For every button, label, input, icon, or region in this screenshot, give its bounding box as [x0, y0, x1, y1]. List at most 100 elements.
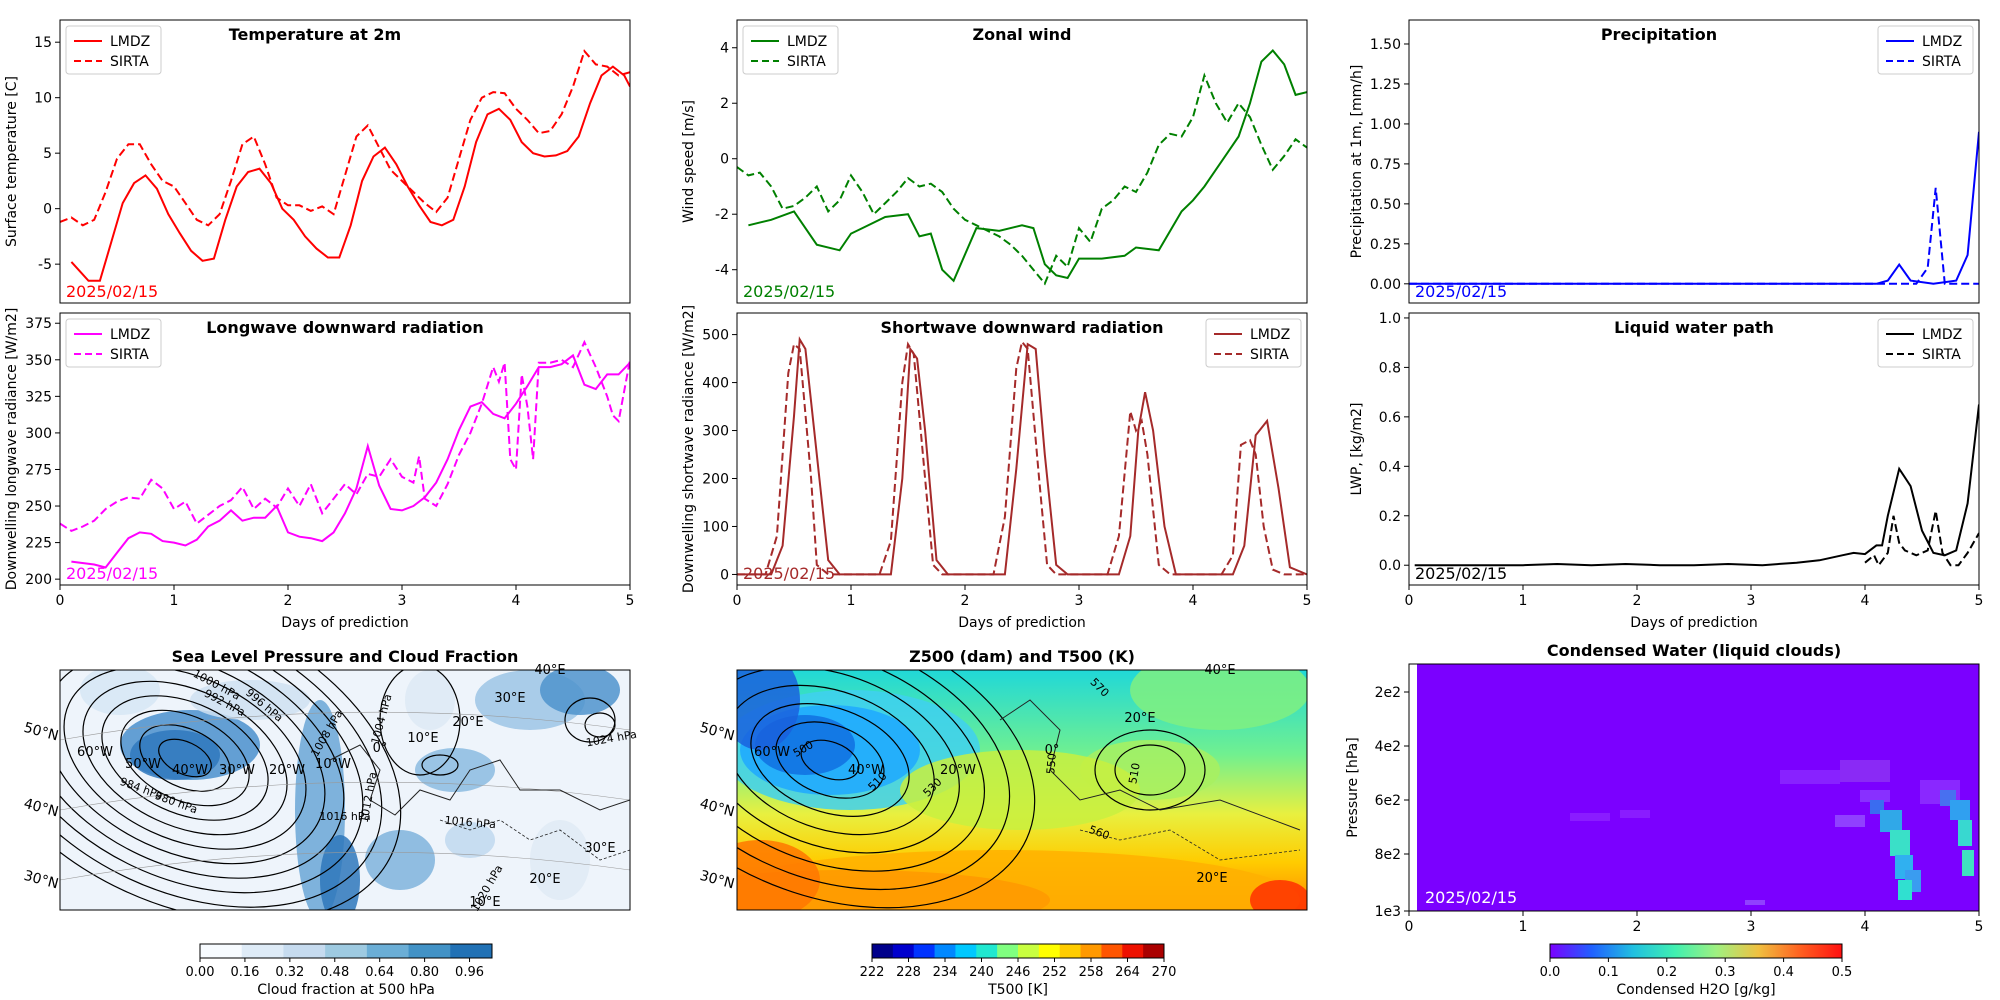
contour-label: 510: [1126, 762, 1142, 785]
heatmap-cell: [1840, 760, 1890, 782]
x-tick-label: 2: [1633, 593, 1642, 609]
series-sirta-line: [60, 49, 630, 227]
x-tick-label: 1: [170, 593, 179, 609]
y-tick-label: 1.0: [1379, 311, 1401, 327]
legend-entry: LMDZ: [110, 327, 150, 343]
colorbar: [199, 943, 493, 959]
heatmap-cell: [1898, 880, 1912, 900]
cloud-area: [130, 730, 220, 780]
lon-label: 40°W: [172, 763, 208, 778]
isobar: [421, 754, 459, 776]
x-tick-label: 3: [1075, 593, 1084, 609]
lon-label: 20°E: [452, 715, 483, 730]
y-tick-label: 375: [25, 316, 52, 332]
cbar-tick-label: 234: [933, 965, 958, 980]
cbar-tick-label: 264: [1115, 965, 1140, 980]
y-tick-label: 275: [25, 462, 52, 478]
chart-title: Sea Level Pressure and Cloud Fraction: [172, 647, 519, 666]
isobar-label: 1016 hPa: [444, 814, 496, 831]
y-tick-label: 15: [34, 35, 52, 51]
x-tick-label: 1: [847, 593, 856, 609]
y-tick-label: 1.00: [1370, 117, 1401, 133]
height-contour: [737, 670, 960, 854]
chart-title: Liquid water path: [1614, 318, 1774, 337]
lon-label: 60°W: [754, 745, 790, 760]
date-label: 2025/02/15: [1415, 282, 1507, 301]
coastline: [999, 699, 1301, 831]
colorbar-segment: [325, 944, 368, 958]
legend: LMDZ SIRTA: [1205, 318, 1302, 368]
height-contour: [737, 684, 935, 836]
series-lmdz-line: [1409, 131, 1979, 285]
x-tick-label: 0: [1405, 919, 1414, 935]
height-contour: [1114, 744, 1186, 796]
series-lmdz-line: [71, 353, 630, 569]
temperature-field: [737, 670, 800, 750]
isobar-label: 1016 hPa: [319, 810, 370, 823]
y-tick-label: 0.8: [1379, 360, 1401, 376]
isobar: [379, 670, 461, 776]
temperature-field: [737, 840, 820, 910]
cbar-label: Cloud fraction at 500 hPa: [257, 982, 435, 998]
map-content: [737, 670, 1307, 910]
legend-entry: LMDZ: [1922, 327, 1962, 343]
y-tick-label: 4e2: [1375, 739, 1401, 755]
series-lmdz-line: [70, 65, 630, 282]
cbar-tick-label: 228: [896, 965, 921, 980]
heatmap-cell: [1620, 810, 1650, 818]
y-tick-label: 0: [720, 567, 729, 583]
cbar-tick-label: 0.16: [230, 965, 259, 980]
height-contour: [737, 670, 1011, 891]
graticule-line: [60, 711, 630, 741]
y-tick-label: 400: [702, 376, 729, 392]
lon-label: 0°: [373, 741, 388, 756]
panel-z500: Z500 (dam) and T500 (K) 50°N 40°N 30°N 60°W 4…: [698, 647, 1308, 998]
y-tick-label: 250: [25, 499, 52, 515]
colorbar-segment: [955, 944, 977, 958]
colorbar-segment: [892, 944, 915, 958]
colorbar-segment: [241, 944, 284, 958]
graticule-line: [60, 851, 630, 881]
cbar-tick-label: 0.0: [1540, 965, 1561, 980]
isobar: [63, 670, 307, 850]
panel-lw: 200 225 250 275 300 325 350 375 0 1 2 3 4 5 Days of pr…: [4, 308, 634, 631]
temperature-field: [1250, 880, 1307, 910]
series-lmdz-line: [737, 336, 1307, 576]
lon-label: 40°E: [1204, 663, 1235, 678]
legend-entry: SIRTA: [110, 54, 149, 70]
cbar-label: T500 [K]: [987, 982, 1048, 998]
cbar-tick-label: 0.1: [1598, 965, 1619, 980]
cbar-tick-label: 240: [969, 965, 994, 980]
y-tick-label: 1.25: [1370, 77, 1401, 93]
date-label: 2025/02/15: [66, 564, 158, 583]
height-contour: [737, 670, 1036, 909]
legend-entry: SIRTA: [1250, 347, 1289, 363]
map-frame: [736, 669, 1308, 911]
map-content: [60, 670, 630, 910]
date-label: 2025/02/15: [66, 282, 158, 301]
cloud-area: [365, 830, 435, 890]
y-tick-label: 6e2: [1375, 793, 1401, 809]
cloud-area: [405, 670, 455, 730]
y-tick-label: 1e3: [1375, 904, 1401, 920]
x-tick-label: 3: [1747, 919, 1756, 935]
y-tick-label: 350: [25, 353, 52, 369]
y-tick-label: 0.75: [1370, 157, 1401, 173]
y-tick-label: 100: [702, 519, 729, 535]
isobar: [139, 724, 231, 792]
cbar-tick-label: 222: [860, 965, 885, 980]
y-tick-label: 0.6: [1379, 410, 1401, 426]
legend-entry: SIRTA: [1922, 347, 1961, 363]
heatmap-cell: [1962, 850, 1974, 876]
y-tick-label: 2e2: [1375, 685, 1401, 701]
colorbar-segment: [450, 944, 493, 958]
x-tick-label: 4: [512, 593, 521, 609]
temperature-field: [1130, 670, 1307, 730]
x-tick-label: 3: [398, 593, 407, 609]
series-sirta-line: [1409, 187, 1979, 285]
legend: LMDZ SIRTA: [1877, 318, 1974, 368]
cbar-tick-label: 0.2: [1656, 965, 1677, 980]
y-tick-label: 1.50: [1370, 37, 1401, 53]
date-label: 2025/02/15: [743, 564, 835, 583]
lon-label: 10°E: [407, 731, 438, 746]
